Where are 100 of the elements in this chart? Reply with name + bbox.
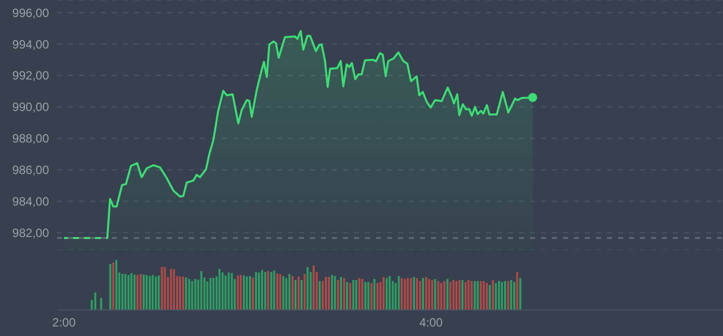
bar	[328, 277, 330, 310]
bar	[188, 279, 190, 310]
bar	[346, 282, 348, 310]
bar	[428, 279, 430, 310]
bar	[398, 276, 400, 310]
bar	[115, 260, 118, 310]
bar	[507, 281, 510, 310]
bar	[513, 282, 516, 310]
bar	[488, 285, 491, 310]
bar	[449, 282, 452, 310]
bar	[158, 276, 160, 310]
bar	[146, 275, 148, 310]
bar	[279, 274, 282, 310]
bar	[252, 278, 254, 310]
bar	[94, 292, 96, 310]
bar	[476, 281, 479, 310]
bar	[224, 276, 227, 310]
bar	[349, 283, 352, 310]
bar	[434, 279, 436, 310]
bar	[443, 281, 446, 310]
bar	[437, 281, 440, 310]
bar	[419, 281, 422, 310]
bar	[494, 283, 497, 310]
y-tick-label: 984,00	[12, 194, 50, 209]
bar	[228, 272, 230, 310]
bar	[182, 276, 184, 310]
bar	[482, 281, 485, 310]
bar	[134, 274, 136, 310]
bar	[206, 282, 208, 310]
bar	[179, 276, 182, 310]
bar	[364, 282, 366, 310]
bar	[276, 274, 278, 310]
bar	[140, 274, 142, 310]
bar	[121, 274, 124, 310]
bar	[355, 280, 358, 310]
bar	[461, 280, 464, 310]
bar	[304, 274, 306, 310]
bar	[464, 282, 467, 310]
bar	[367, 282, 370, 310]
bar	[422, 278, 424, 310]
bar	[413, 277, 416, 310]
y-tick-label: 982,00	[12, 226, 50, 240]
bar	[246, 276, 248, 310]
bar	[340, 277, 342, 310]
bar	[142, 274, 145, 310]
bar	[352, 280, 354, 310]
bar	[292, 276, 294, 310]
bar	[236, 276, 239, 310]
bar	[343, 278, 346, 310]
bar	[312, 266, 315, 310]
bar	[474, 281, 476, 310]
bar	[486, 283, 488, 310]
bar	[361, 279, 364, 310]
bar	[458, 280, 461, 310]
bar	[440, 283, 442, 310]
bar	[455, 281, 458, 310]
bar	[425, 277, 428, 310]
bar	[410, 278, 412, 310]
bar	[124, 274, 126, 310]
y-tick-label: 996,00	[12, 6, 50, 20]
bar	[331, 275, 333, 310]
bar	[160, 267, 163, 310]
bar	[170, 269, 172, 310]
bar	[386, 278, 388, 310]
bar	[376, 283, 379, 310]
bar	[306, 267, 309, 310]
bar	[261, 270, 264, 310]
bar	[148, 276, 151, 310]
bar	[446, 279, 448, 310]
bar	[294, 280, 296, 310]
bar	[200, 271, 202, 310]
bar	[300, 280, 303, 310]
y-tick-label: 988,00	[12, 132, 50, 146]
bar	[370, 283, 372, 310]
bar	[358, 278, 360, 310]
bar	[510, 280, 512, 310]
bar	[248, 276, 251, 310]
bar	[480, 281, 482, 310]
bar	[267, 271, 270, 310]
bar	[492, 280, 494, 310]
bar	[282, 276, 284, 310]
bar	[322, 281, 324, 310]
bar	[500, 282, 503, 310]
bar	[334, 276, 336, 310]
bar	[212, 278, 214, 310]
bar	[270, 272, 272, 310]
bar	[218, 269, 220, 310]
y-tick-label: 994,00	[12, 37, 50, 52]
bar	[470, 281, 473, 310]
bar	[112, 262, 114, 310]
bar	[264, 272, 266, 310]
bar	[191, 281, 194, 310]
bar	[130, 273, 132, 310]
bar	[136, 275, 138, 310]
bar	[154, 276, 157, 310]
y-tick-label: 990,00	[12, 100, 50, 114]
bar	[382, 277, 385, 310]
bar	[258, 272, 260, 310]
bar	[416, 278, 418, 310]
bar	[400, 278, 403, 310]
